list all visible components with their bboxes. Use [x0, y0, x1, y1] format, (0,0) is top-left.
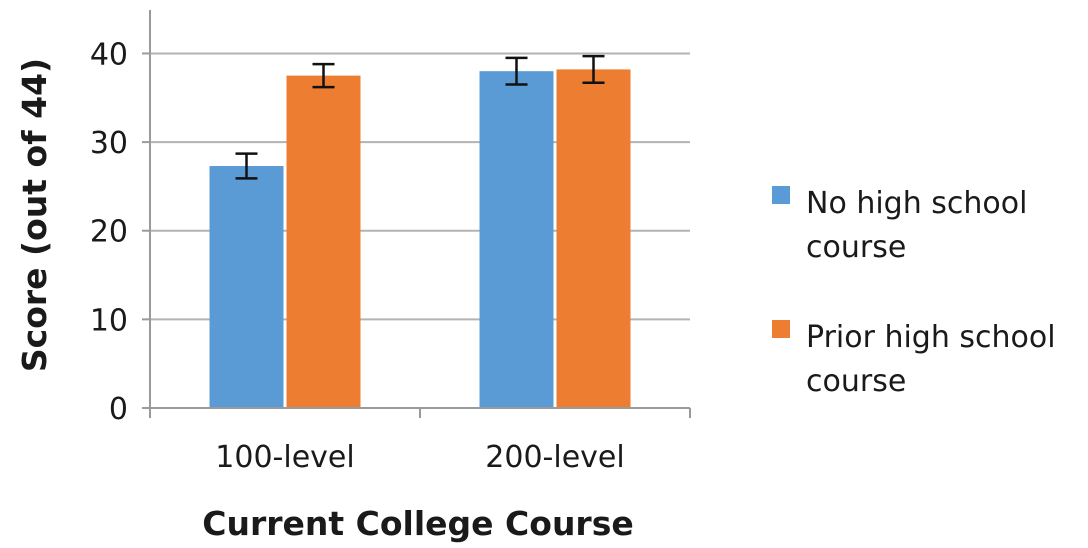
y-tick-label: 0: [109, 392, 128, 427]
bar: [286, 75, 361, 408]
axes: [149, 10, 690, 409]
legend-item: No high school course: [772, 186, 1027, 265]
legend-swatch: [772, 320, 790, 338]
x-tick-label: 200-level: [485, 440, 624, 475]
x-axis-title: Current College Course: [202, 504, 633, 543]
legend-label: course: [806, 364, 906, 399]
y-tick-label: 10: [90, 303, 128, 338]
bars: [209, 69, 631, 408]
legend-item: Prior high school course: [772, 320, 1056, 399]
bar: [209, 166, 284, 408]
x-tick-label: 100-level: [215, 440, 354, 475]
legend-swatch: [772, 186, 790, 204]
y-tick-label: 30: [90, 126, 128, 161]
bar: [556, 69, 631, 408]
y-tick-label: 20: [90, 215, 128, 250]
legend-label: Prior high school: [806, 320, 1056, 355]
bar: [479, 71, 554, 408]
legend: No high school course Prior high school cou…: [772, 186, 1056, 399]
tick-labels: 0 10 20 30 40 100-level 200-level: [90, 37, 625, 475]
legend-label: course: [806, 230, 906, 265]
legend-label: No high school: [806, 186, 1027, 221]
error-bars: [235, 54, 605, 180]
y-axis-title: Score (out of 44): [15, 58, 54, 372]
y-tick-label: 40: [90, 37, 128, 72]
